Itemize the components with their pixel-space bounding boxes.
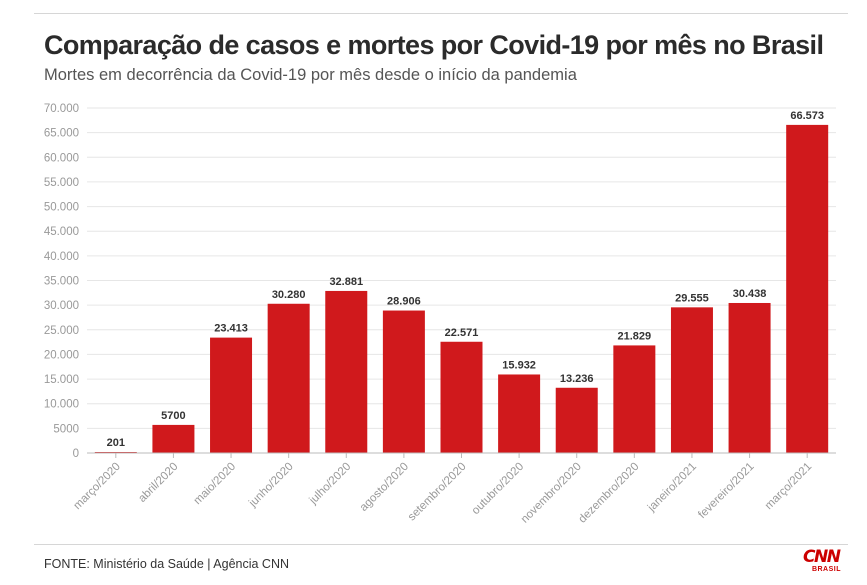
y-tick-label: 15.000 bbox=[44, 374, 79, 386]
x-tick-label: maio/2020 bbox=[192, 461, 238, 507]
bar bbox=[786, 124, 829, 454]
x-tick-label: agosto/2020 bbox=[358, 461, 411, 514]
data-label: 30.438 bbox=[733, 288, 767, 300]
y-tick-label: 50.000 bbox=[44, 202, 79, 214]
x-tick-label: outubro/2020 bbox=[470, 461, 526, 517]
x-tick-label: abril/2020 bbox=[136, 461, 180, 505]
data-label: 66.573 bbox=[790, 110, 824, 122]
bar bbox=[728, 302, 771, 453]
data-label: 5700 bbox=[161, 410, 185, 422]
x-tick-label: março/2020 bbox=[71, 461, 122, 512]
y-tick-label: 20.000 bbox=[44, 349, 79, 361]
bar bbox=[440, 341, 483, 453]
bar bbox=[498, 374, 541, 453]
bottom-divider bbox=[34, 544, 848, 545]
y-tick-label: 60.000 bbox=[44, 152, 79, 164]
cnn-brasil-logo: CNN BRASIL bbox=[803, 549, 841, 577]
cnn-logo-mark: CNN bbox=[803, 547, 841, 567]
source-note: FONTE: Ministério da Saúde | Agência CNN bbox=[44, 557, 290, 571]
bar bbox=[210, 337, 253, 453]
data-label: 22.571 bbox=[445, 327, 479, 339]
data-label: 28.906 bbox=[387, 296, 421, 308]
data-label: 30.280 bbox=[272, 289, 306, 301]
bar bbox=[670, 307, 713, 453]
bar-chart: 0 5000 10.000 15.000 20.000 25.000 30.000 35.00… bbox=[44, 103, 836, 526]
bar bbox=[325, 290, 368, 453]
y-tick-label: 25.000 bbox=[44, 325, 79, 337]
bar bbox=[152, 424, 195, 453]
x-tick-label: setembro/2020 bbox=[406, 461, 469, 524]
y-tick-label: 40.000 bbox=[44, 251, 79, 263]
data-label: 21.829 bbox=[618, 330, 652, 342]
y-tick-label: 0 bbox=[73, 448, 79, 460]
y-tick-label: 10.000 bbox=[44, 399, 79, 411]
data-label: 32.881 bbox=[329, 276, 363, 288]
bar bbox=[555, 387, 598, 453]
y-tick-label: 65.000 bbox=[44, 128, 79, 140]
data-label: 15.932 bbox=[502, 359, 536, 371]
y-tick-label: 5000 bbox=[53, 423, 79, 435]
y-tick-label: 45.000 bbox=[44, 226, 79, 238]
data-label: 23.413 bbox=[214, 323, 248, 335]
data-label: 29.555 bbox=[675, 292, 709, 304]
x-tick-label: junho/2020 bbox=[246, 461, 295, 510]
x-tick-label: fevereiro/2021 bbox=[696, 461, 756, 521]
x-tick-label: julho/2020 bbox=[307, 461, 354, 508]
x-tick-label: março/2021 bbox=[763, 461, 814, 512]
bar bbox=[267, 303, 310, 453]
data-label: 201 bbox=[107, 437, 125, 449]
top-divider bbox=[34, 13, 848, 14]
y-tick-label: 55.000 bbox=[44, 177, 79, 189]
data-label: 13.236 bbox=[560, 373, 594, 385]
x-tick-label: dezembro/2020 bbox=[576, 461, 641, 526]
chart-title: Comparação de casos e mortes por Covid-1… bbox=[44, 30, 824, 60]
chart-subtitle: Mortes em decorrência da Covid-19 por mê… bbox=[44, 66, 577, 84]
bar bbox=[382, 310, 425, 453]
y-tick-label: 35.000 bbox=[44, 276, 79, 288]
x-tick-label: novembro/2020 bbox=[519, 461, 584, 526]
y-tick-label: 30.000 bbox=[44, 300, 79, 312]
cnn-logo-subtext: BRASIL bbox=[811, 566, 841, 573]
bar bbox=[613, 345, 656, 453]
y-tick-label: 70.000 bbox=[44, 103, 79, 115]
x-tick-label: janeiro/2021 bbox=[645, 461, 699, 515]
